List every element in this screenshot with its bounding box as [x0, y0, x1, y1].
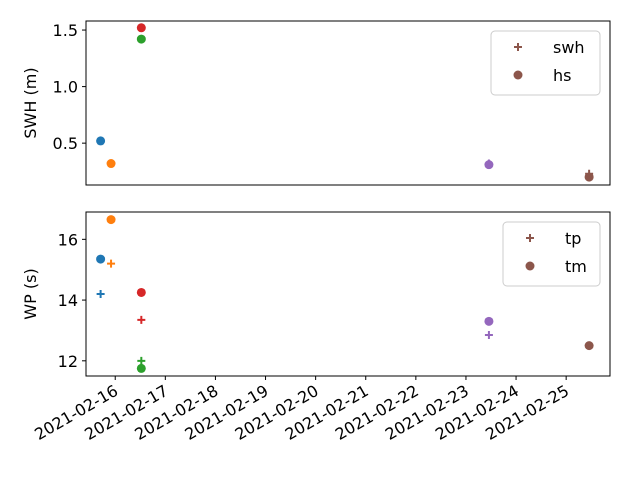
- wp-series-4-cross-1: [137, 315, 146, 324]
- wp-ytick-label: 16: [58, 230, 78, 249]
- wp-series-2-dot-2: [106, 215, 116, 225]
- wp-series-2-cross-1: [107, 259, 116, 268]
- swh-legend-swh-marker: [514, 43, 522, 51]
- wp-series-1-cross-1: [96, 290, 105, 298]
- swh-series-4-dot-1: [136, 23, 146, 33]
- swh-ytick-label: 1.0: [53, 78, 78, 97]
- wp-ylabel: WP (s): [21, 268, 40, 319]
- wp-axes-frame: [85, 211, 611, 377]
- wp-legend-tp-marker: [526, 234, 534, 242]
- swh-ylabel: SWH (m): [21, 67, 40, 138]
- wp-legend-tm-label: tm: [565, 257, 587, 276]
- swh-series-6-dot-2: [584, 172, 594, 182]
- swh-axes-frame: [85, 20, 611, 186]
- wp-series-5-cross-1: [484, 331, 493, 339]
- wp-series-6-dot-2: [584, 341, 594, 351]
- swh-series-2-dot-1: [106, 159, 116, 169]
- wp-series-5-dot-2: [484, 316, 494, 326]
- swh-series-3-dot-1: [136, 34, 146, 44]
- swh-legend-hs-label: hs: [553, 66, 571, 85]
- wp-ytick-label: 12: [58, 352, 78, 371]
- wp-legend-box: [502, 221, 601, 287]
- wp-legend-tm-marker: [525, 261, 535, 271]
- swh-ytick-label: 0.5: [53, 134, 78, 153]
- swh-ytick-label: 1.5: [53, 21, 78, 40]
- wp-series-3-dot-2: [136, 363, 146, 373]
- wp-legend-tp-label: tp: [565, 229, 581, 248]
- swh-series-1-dot-1: [96, 136, 106, 146]
- wp-series-1-dot-2: [96, 254, 106, 264]
- swh-legend-swh-label: swh: [553, 38, 585, 57]
- swh-legend-hs-marker: [513, 70, 523, 80]
- wp-ytick-label: 14: [58, 291, 78, 310]
- wp-series-3-cross-1: [137, 356, 146, 365]
- swh-series-5-dot-2: [484, 160, 494, 170]
- wp-series-4-dot-2: [136, 287, 146, 297]
